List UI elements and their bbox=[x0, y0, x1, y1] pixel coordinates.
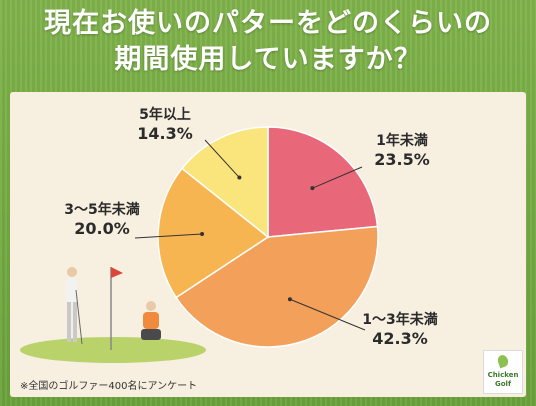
slice-label-value-over-5-years: 14.3% bbox=[137, 124, 193, 143]
leader-line-over-5-years bbox=[204, 139, 240, 178]
slice-label-name-3-to-5-years: 3～5年未満 bbox=[64, 201, 139, 218]
leader-dot-under-1-year bbox=[310, 186, 315, 191]
slice-label-value-1-to-3-years: 42.3% bbox=[372, 329, 428, 348]
leaf-icon bbox=[496, 353, 510, 369]
slice-1-to-3-years bbox=[175, 225, 379, 348]
logo-line-1: Chicken bbox=[487, 371, 519, 379]
title-line-2: 期間使用していますか？ bbox=[114, 44, 422, 75]
logo-line-2: Golf bbox=[495, 380, 511, 388]
leader-dot-1-to-3-years bbox=[287, 297, 292, 302]
slice-3-to-5-years bbox=[157, 167, 270, 299]
leader-dot-3-to-5-years bbox=[200, 231, 205, 236]
slice-label-name-under-1-year: 1年未満 bbox=[376, 132, 428, 149]
slice-label-value-under-1-year: 23.5% bbox=[374, 150, 430, 169]
leader-line-3-to-5-years bbox=[134, 233, 203, 239]
leader-line-under-1-year bbox=[312, 166, 363, 189]
slice-over-5-years bbox=[180, 126, 269, 239]
leader-dot-over-5-years bbox=[237, 175, 242, 180]
chart-card: 1年未満 23.5% 1～3年未満 42.3% 3～5年未満 20.0% 5年以上 14.3%… bbox=[10, 92, 526, 397]
leader-lines bbox=[134, 139, 366, 331]
chicken-golf-logo: Chicken Golf bbox=[483, 350, 523, 394]
chart-title: 現在お使いのパターをどのくらいの 期間使用していますか？ bbox=[0, 6, 536, 78]
title-line-1: 現在お使いのパターをどのくらいの bbox=[44, 8, 492, 39]
slice-under-1-year bbox=[267, 126, 379, 238]
golfer-illustration bbox=[20, 267, 206, 363]
slice-label-name-over-5-years: 5年以上 bbox=[139, 106, 191, 123]
slice-label-value-3-to-5-years: 20.0% bbox=[74, 219, 130, 238]
footnote: ※全国のゴルファー400名にアンケート bbox=[20, 381, 198, 392]
slice-label-name-1-to-3-years: 1～3年未満 bbox=[362, 311, 437, 328]
pie-slices bbox=[157, 126, 379, 348]
leader-line-1-to-3-years bbox=[289, 298, 366, 331]
